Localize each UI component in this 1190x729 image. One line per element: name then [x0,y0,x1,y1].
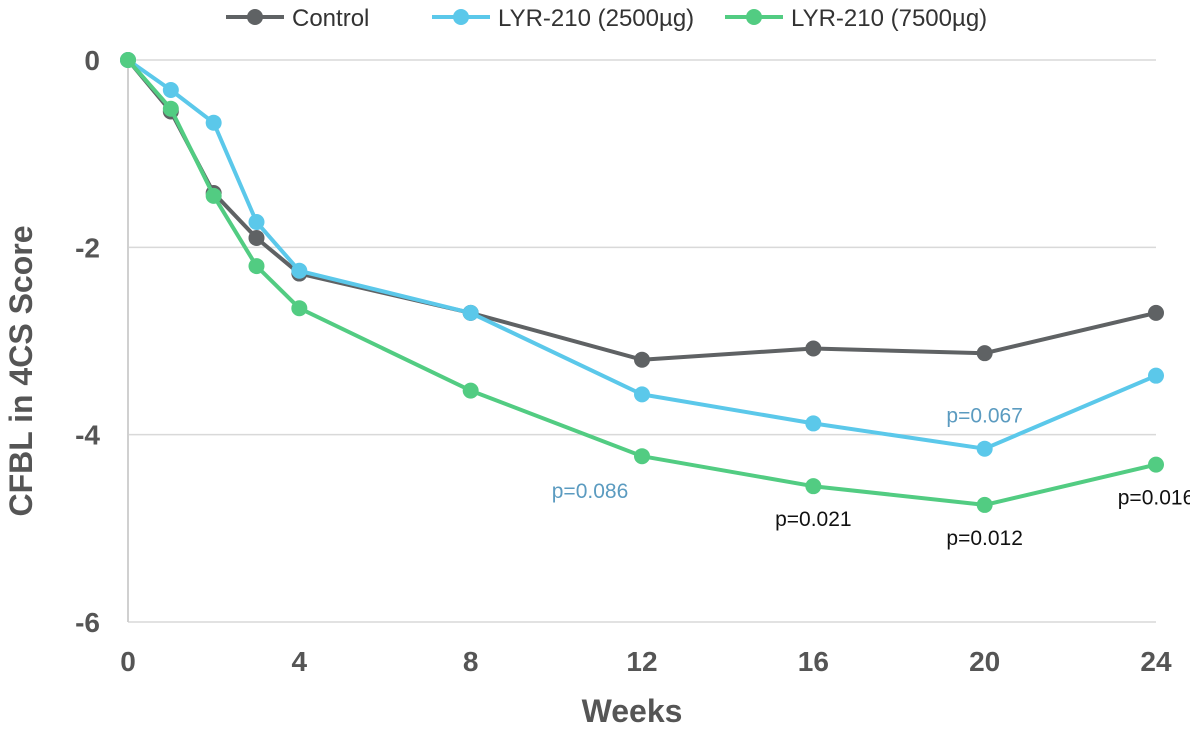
p-value-annotation: p=0.012 [946,527,1023,550]
data-point [805,478,822,495]
x-tick-label: 24 [1140,646,1172,677]
data-point [805,340,822,357]
legend-item: Control [226,5,369,32]
legend-item: LYR-210 (2500µg) [432,5,694,32]
data-point [205,114,222,131]
data-point [1148,456,1164,473]
data-point [291,300,308,317]
data-point [462,304,479,321]
series-line [126,58,1157,362]
data-point [976,496,993,513]
p-value-annotation: p=0.086 [552,480,629,503]
y-tick-label: -4 [75,420,100,451]
gridlines [128,59,1156,623]
p-value-annotation: p=0.021 [775,508,852,531]
x-tick-label: 4 [292,646,308,677]
legend: Control LYR-210 (2500µg) LYR-210 (7500µg) [226,5,987,32]
y-tick-label: 0 [84,45,100,76]
series-line [126,58,1157,451]
series-line [126,58,1157,507]
series-0 [120,52,1164,368]
y-tick-label: -6 [75,607,100,638]
x-tick-labels: 0 4 8 12 16 20 24 [120,646,1172,677]
legend-marker [247,9,263,25]
data-point [634,386,650,403]
data-point [1148,304,1164,321]
legend-label: Control [292,5,369,32]
data-point [1148,367,1164,384]
data-point [462,382,479,399]
series-1 [120,52,1164,457]
data-point [634,448,650,465]
data-point [162,100,179,117]
x-tick-label: 8 [463,646,479,677]
y-tick-labels: 0 -2 -4 -6 [75,45,100,638]
data-point [976,440,993,457]
data-point [248,258,265,275]
legend-marker [453,9,469,25]
legend-marker [746,9,762,25]
x-tick-label: 12 [626,646,657,677]
p-value-annotation: p=0.016 [1118,487,1190,510]
data-point [805,415,822,432]
legend-label: LYR-210 (7500µg) [791,5,987,32]
data-point [248,229,265,246]
y-tick-label: -2 [75,232,100,263]
legend-item: LYR-210 (7500µg) [725,5,987,32]
x-tick-label: 0 [120,646,136,677]
data-point [291,262,308,279]
data-point [162,81,179,98]
y-axis-title: CFBL in 4CS Score [3,225,39,516]
x-tick-label: 16 [798,646,829,677]
data-point [976,345,993,362]
data-point [634,351,650,368]
series-layer [120,52,1164,513]
x-axis-title: Weeks [582,693,683,729]
annotation-layer: p=0.067 p=0.086 p=0.021 p=0.012 p=0.016 [552,405,1190,550]
data-point [205,187,222,204]
p-value-annotation: p=0.067 [946,405,1023,428]
x-tick-label: 20 [969,646,1000,677]
legend-label: LYR-210 (2500µg) [498,5,694,32]
series-2 [120,52,1164,513]
data-point [120,52,136,68]
data-point [248,214,265,231]
